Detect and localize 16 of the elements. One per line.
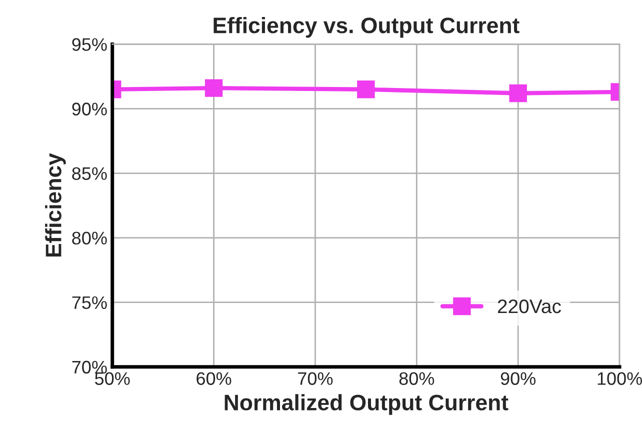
- x-tick-label: 50%: [95, 372, 130, 385]
- y-tick-label: 75%: [72, 296, 107, 310]
- chart-title: Efficiency vs. Output Current: [214, 16, 520, 38]
- x-tick-label: 60%: [196, 372, 232, 385]
- legend-label: 220Vac: [498, 299, 561, 314]
- x-axis-title: Normalized Output Current: [224, 394, 508, 415]
- y-tick-label: 90%: [72, 102, 107, 116]
- y-axis-title: Efficiency: [45, 153, 66, 257]
- y-tick-label: 70%: [72, 360, 107, 374]
- x-tick-label: 90%: [500, 372, 536, 385]
- y-tick-label: 95%: [72, 38, 107, 51]
- y-tick-label: 85%: [72, 167, 107, 180]
- x-tick-label: 100%: [598, 372, 642, 385]
- x-tick-label: 70%: [298, 372, 333, 385]
- x-tick-label: 80%: [399, 372, 434, 385]
- y-tick-label: 80%: [72, 232, 107, 245]
